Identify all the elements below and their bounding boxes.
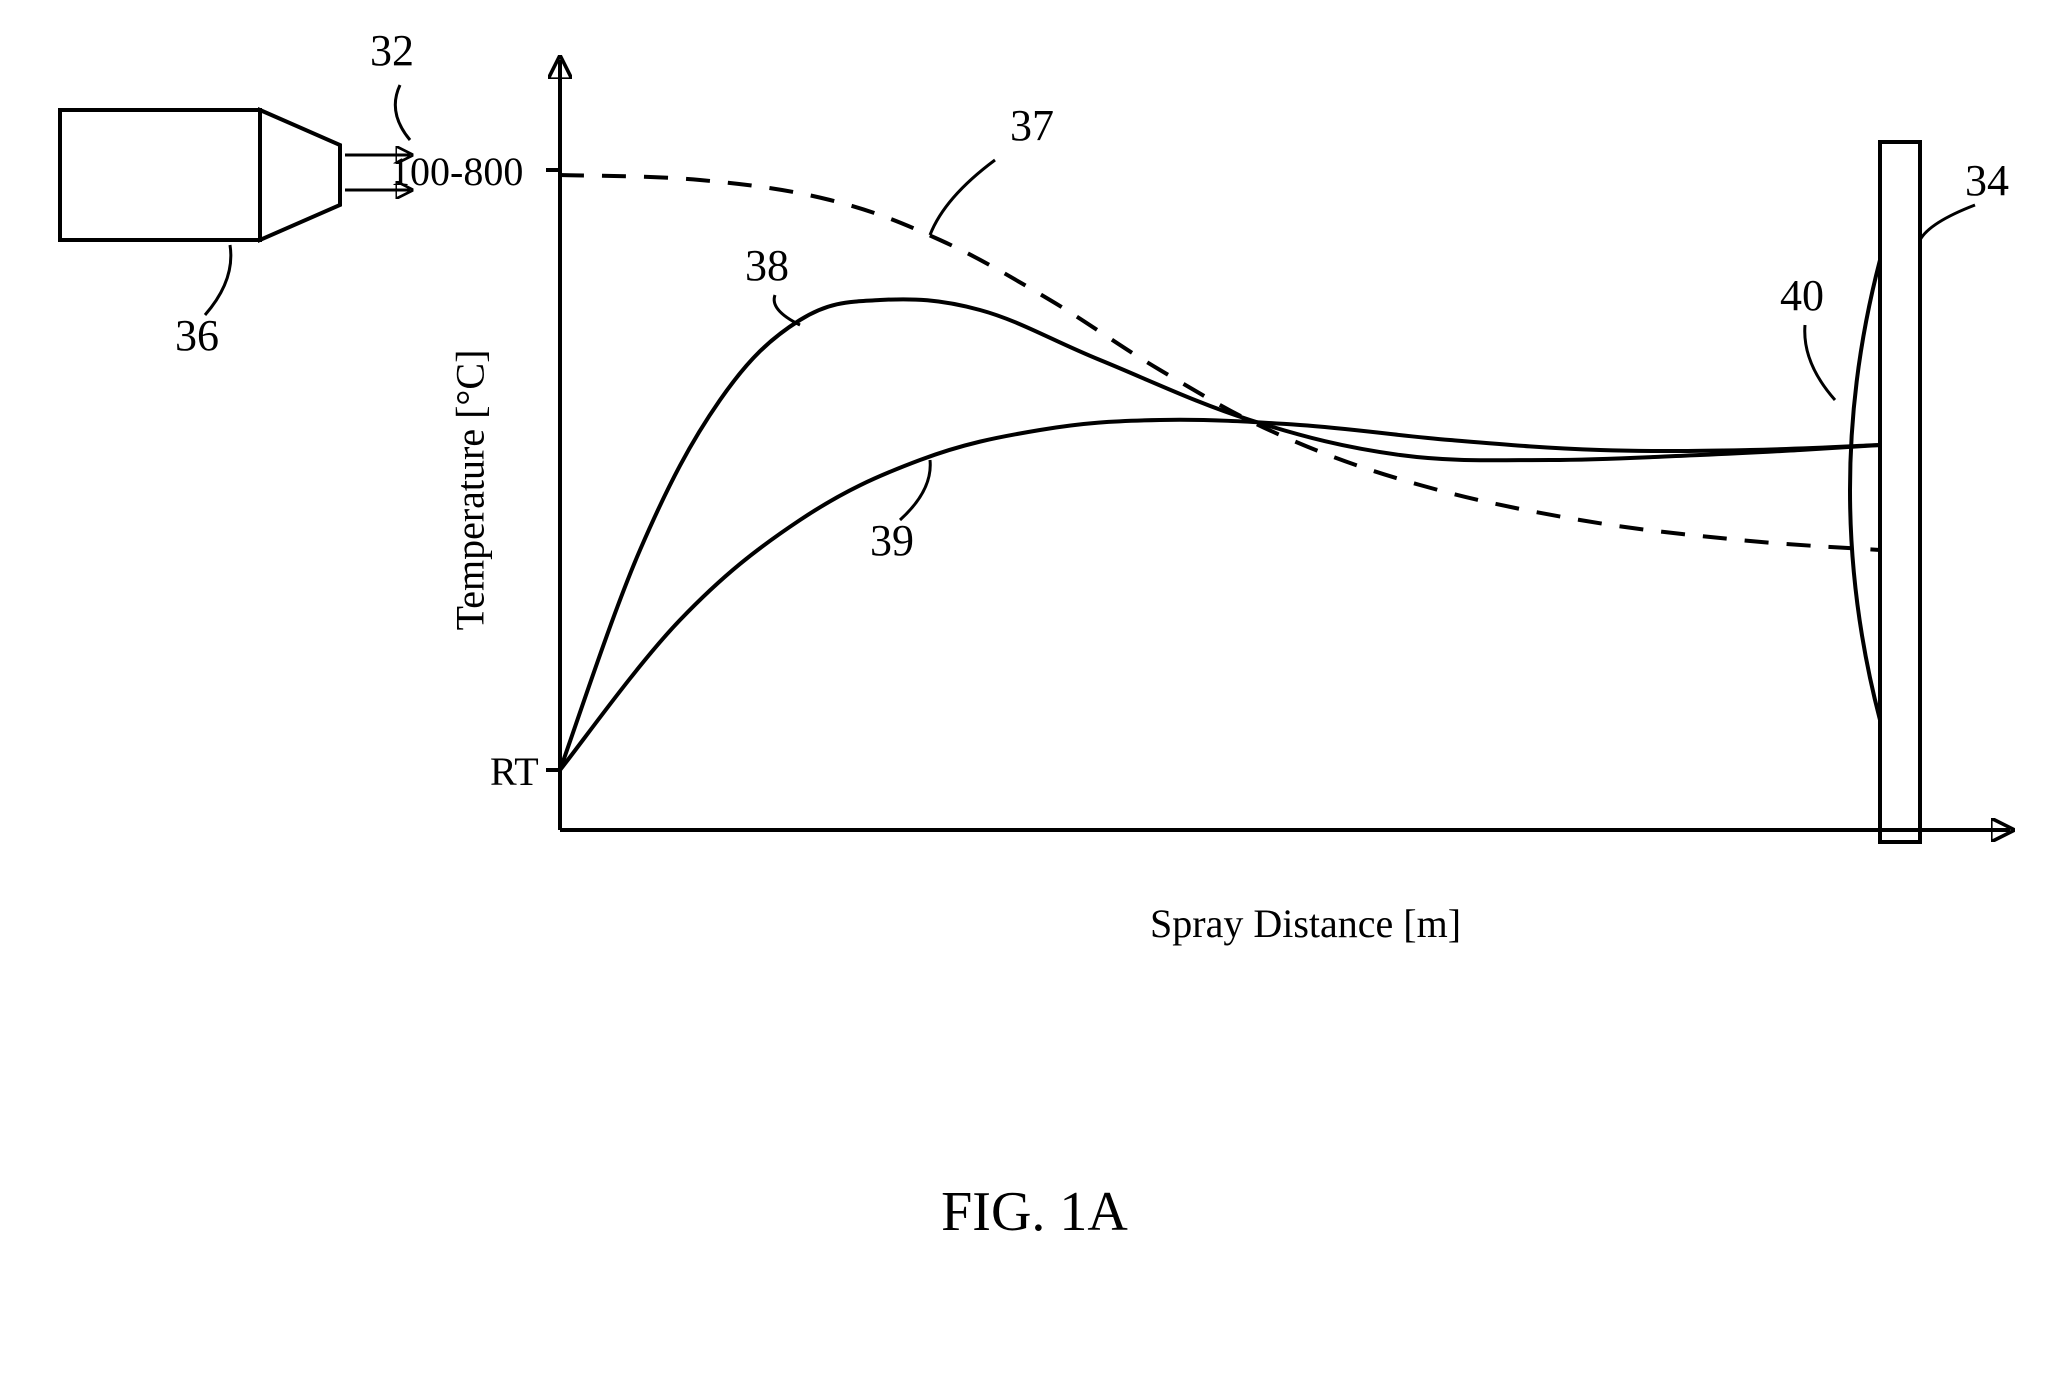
callout-label-34: 34: [1965, 156, 2009, 205]
curve-particle_39: [560, 420, 1880, 770]
diagram-svg: 32 34 36 37 38 39 40: [0, 0, 2069, 1200]
callout-label-39: 39: [870, 516, 914, 565]
callout-leader-39: [900, 460, 930, 520]
y-axis-label: Temperature [°C]: [447, 350, 494, 631]
figure-container: 32 34 36 37 38 39 40 Temperature [°C] Spray Di…: [0, 0, 2069, 1383]
curve-gas_37: [560, 175, 1880, 550]
callout-label-37: 37: [1010, 101, 1054, 150]
figure-caption: FIG. 1A: [941, 1180, 1128, 1244]
callout-label-32: 32: [370, 26, 414, 75]
y-tick-bottom-label: RT: [490, 748, 539, 795]
substrate: [1880, 142, 1920, 842]
callout-leader-40: [1805, 325, 1835, 400]
callout-label-40: 40: [1780, 271, 1824, 320]
x-axis-label: Spray Distance [m]: [1150, 900, 1461, 947]
callout-leader-34: [1920, 205, 1975, 240]
nozzle-tip: [260, 110, 340, 240]
y-tick-top-label: 100-800: [390, 148, 523, 195]
callout-leader-32: [395, 85, 410, 140]
deposit-shape: [1850, 260, 1880, 720]
callout-leader-36: [205, 245, 231, 315]
nozzle-body: [60, 110, 260, 240]
callout-label-36: 36: [175, 311, 219, 360]
callout-label-38: 38: [745, 241, 789, 290]
callout-leader-37: [930, 160, 995, 235]
